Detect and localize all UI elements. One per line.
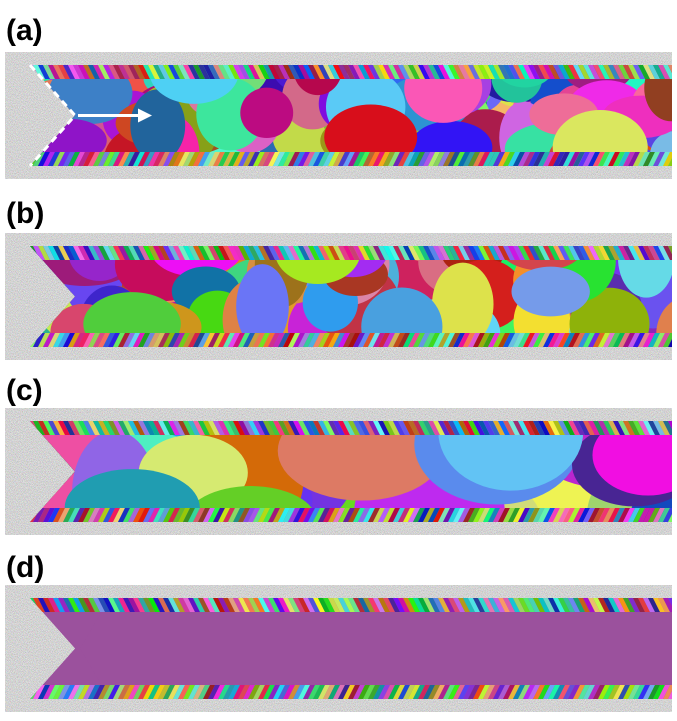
panel-label: (d) [6,551,44,584]
panel [5,32,677,201]
panel [0,585,677,712]
grains [0,364,677,583]
panel-label: (a) [6,14,43,47]
panel-label: (b) [6,197,44,230]
grain [511,267,589,317]
panel-label: (c) [6,374,43,407]
figure: (a) (b) (c) (d) [0,0,677,721]
grain [80,598,672,699]
panel [0,364,677,583]
grain [240,88,293,138]
panel [2,212,677,385]
grains [0,598,677,708]
